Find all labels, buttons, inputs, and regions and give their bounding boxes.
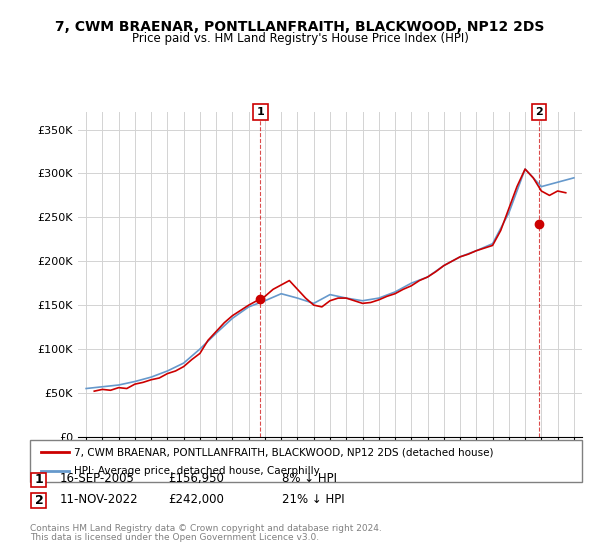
- Text: 21% ↓ HPI: 21% ↓ HPI: [282, 493, 344, 506]
- Text: 2: 2: [535, 107, 543, 117]
- Text: £242,000: £242,000: [168, 493, 224, 506]
- Text: 7, CWM BRAENAR, PONTLLANFRAITH, BLACKWOOD, NP12 2DS (detached house): 7, CWM BRAENAR, PONTLLANFRAITH, BLACKWOO…: [74, 447, 494, 457]
- Text: HPI: Average price, detached house, Caerphilly: HPI: Average price, detached house, Caer…: [74, 466, 320, 476]
- Text: 16-SEP-2005: 16-SEP-2005: [60, 472, 135, 486]
- Text: 11-NOV-2022: 11-NOV-2022: [60, 493, 139, 506]
- Text: 1: 1: [35, 473, 43, 487]
- Text: Contains HM Land Registry data © Crown copyright and database right 2024.: Contains HM Land Registry data © Crown c…: [30, 524, 382, 533]
- Text: 1: 1: [257, 107, 264, 117]
- Text: £156,950: £156,950: [168, 472, 224, 486]
- Text: Price paid vs. HM Land Registry's House Price Index (HPI): Price paid vs. HM Land Registry's House …: [131, 32, 469, 45]
- FancyBboxPatch shape: [31, 473, 46, 487]
- Text: 7, CWM BRAENAR, PONTLLANFRAITH, BLACKWOOD, NP12 2DS: 7, CWM BRAENAR, PONTLLANFRAITH, BLACKWOO…: [55, 20, 545, 34]
- Text: 8% ↓ HPI: 8% ↓ HPI: [282, 472, 337, 486]
- FancyBboxPatch shape: [30, 440, 582, 482]
- Text: This data is licensed under the Open Government Licence v3.0.: This data is licensed under the Open Gov…: [30, 533, 319, 542]
- Text: 2: 2: [35, 494, 43, 507]
- FancyBboxPatch shape: [31, 493, 46, 508]
